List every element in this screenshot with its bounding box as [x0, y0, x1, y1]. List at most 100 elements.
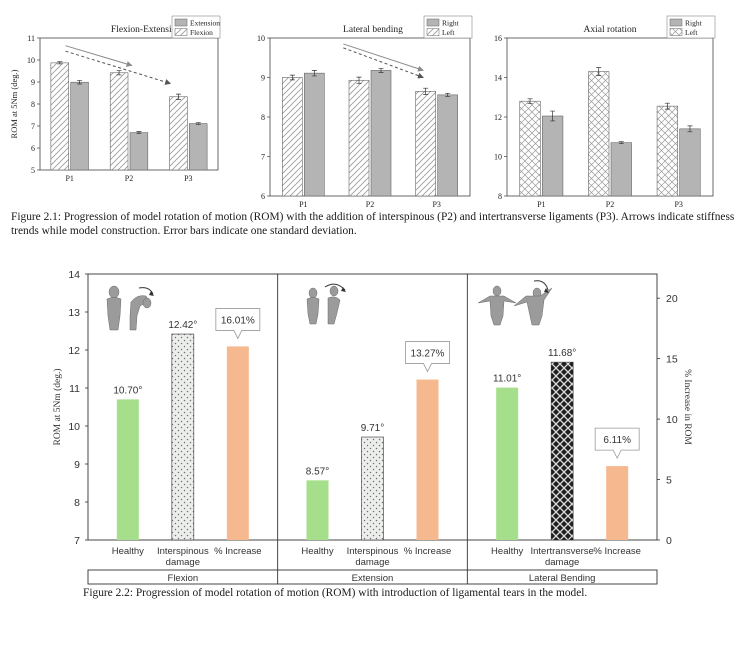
category-label-intertransverse-damage: Intertransverse — [530, 546, 593, 557]
error-bar — [289, 74, 295, 81]
y-tick-label: 8 — [261, 113, 265, 122]
data-label-flexion-percent: 16.01% — [221, 315, 255, 326]
bar-extension-interspinous-damage — [361, 436, 384, 541]
y-tick-label: 10 — [494, 153, 502, 162]
bar-lateral-bending-increase — [606, 466, 629, 540]
error-bar — [618, 141, 624, 145]
legend-label-right: Right — [442, 18, 460, 27]
legend-swatch-right — [669, 18, 683, 27]
lateral-bending-figurine-icon — [477, 280, 553, 326]
bar-lateral-bending-intertransverse-damage — [550, 361, 574, 541]
y-tick-label: 12 — [494, 113, 502, 122]
trend-arrow-dashed — [65, 50, 172, 85]
legend-swatch-left — [426, 28, 440, 36]
callout-box — [594, 427, 640, 460]
callout-box — [405, 341, 450, 373]
data-label-flexion-interspinous-damage: 12.42° — [168, 320, 197, 331]
error-bar — [687, 125, 693, 133]
data-label-lateral-bending-percent: 6.11% — [603, 435, 631, 446]
category-label-healthy: Healthy — [491, 546, 523, 557]
y-left-tick-label: 13 — [68, 307, 80, 319]
y-tick-label: 8 — [31, 100, 35, 109]
legend-swatch-right — [426, 18, 440, 27]
category-label-interspinous-damage: Interspinous — [347, 546, 399, 557]
y-left-tick-label: 10 — [68, 421, 80, 433]
error-bar — [136, 131, 142, 135]
x-tick-label-p1: P1 — [537, 200, 545, 209]
error-bar — [77, 80, 83, 85]
x-tick-label-p2: P2 — [366, 200, 374, 209]
category-label-healthy: Healthy — [301, 546, 333, 557]
x-tick-label-p2: P2 — [125, 174, 133, 183]
legend-swatch-extension — [174, 18, 188, 27]
y-right-tick-label: 15 — [666, 354, 678, 366]
bar-extension-p1 — [70, 81, 89, 171]
x-tick-label-p3: P3 — [184, 174, 192, 183]
bar-lateral-bending-healthy — [496, 387, 519, 540]
bar-flexion-p2 — [109, 72, 129, 171]
y-tick-label: 14 — [494, 74, 502, 83]
bar-right-p1 — [542, 115, 564, 197]
bar-right-p2 — [370, 70, 392, 197]
y-tick-label: 5 — [31, 166, 35, 175]
flexion-figurine-icon — [106, 285, 154, 331]
legend-swatch-flexion — [174, 28, 188, 36]
data-label-lateral-bending-healthy: 11.01° — [493, 374, 521, 385]
y-tick-label: 9 — [261, 74, 265, 83]
y-left-tick-label: 14 — [68, 269, 80, 281]
error-bar — [311, 70, 317, 77]
error-bar — [527, 98, 533, 104]
bar-right-p2 — [610, 142, 632, 197]
bar-left-p2 — [348, 79, 370, 197]
y-tick-label: 6 — [261, 192, 265, 201]
trend-arrow-solid — [65, 45, 133, 67]
x-tick-label-p2: P2 — [606, 200, 614, 209]
bar-flexion-p3 — [169, 96, 188, 171]
x-tick-label-p3: P3 — [674, 200, 682, 209]
data-label-flexion-healthy: 10.70° — [113, 385, 142, 396]
data-label-extension-healthy: 8.57° — [306, 466, 329, 477]
figure-2-1-caption: Figure 2.1: Progression of model rotatio… — [11, 211, 735, 237]
error-bar — [550, 110, 556, 122]
category-label-increase: % Increase — [214, 546, 262, 557]
bar-left-p3 — [656, 105, 678, 197]
y-right-tick-label: 20 — [666, 293, 678, 305]
y-tick-label: 10 — [27, 56, 35, 65]
error-bar — [175, 93, 181, 100]
x-tick-label-p3: P3 — [432, 200, 440, 209]
bar-flexion-healthy — [116, 399, 139, 540]
group-label-extension: Extension — [352, 573, 394, 584]
legend-label-flexion: Flexion — [190, 28, 213, 37]
error-bar — [356, 76, 362, 84]
x-tick-label-p1: P1 — [65, 174, 73, 183]
bar-extension-increase — [416, 379, 439, 540]
y-tick-label: 9 — [31, 78, 35, 87]
group-label-flexion: Flexion — [168, 573, 199, 584]
panel-title-flexion-extension: Flexion-Extension — [111, 25, 181, 35]
error-bar — [445, 92, 451, 97]
trend-arrow-solid — [343, 43, 424, 72]
bar-flexion-p1 — [50, 62, 69, 171]
y-tick-label: 11 — [27, 34, 35, 43]
category-label-interspinous-damage: damage — [166, 557, 200, 568]
extension-figurine-icon — [306, 283, 346, 325]
error-bar — [596, 67, 602, 76]
data-label-extension-percent: 13.27% — [411, 349, 445, 360]
group-label-lateral-bending: Lateral Bending — [529, 573, 596, 584]
bar-extension-p2 — [129, 132, 149, 171]
legend-label-left: Left — [685, 28, 698, 37]
bar-extension-p3 — [189, 123, 208, 171]
y-tick-label: 6 — [31, 144, 35, 153]
y-left-tick-label: 7 — [74, 535, 80, 547]
data-label-extension-interspinous-damage: 9.71° — [361, 423, 384, 434]
y-tick-label: 8 — [498, 192, 502, 201]
bar-flexion-increase — [226, 346, 249, 540]
error-bar — [378, 68, 384, 73]
y-left-tick-label: 9 — [74, 459, 80, 471]
panel-title-axial-rotation: Axial rotation — [583, 25, 636, 35]
bar-left-p2 — [588, 71, 610, 197]
bottom-y-left-label: ROM at 5Nm (deg.) — [52, 368, 63, 445]
